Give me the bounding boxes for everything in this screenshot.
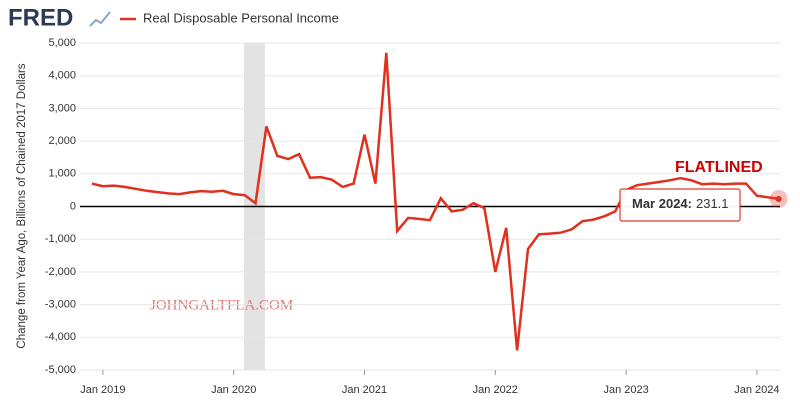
x-tick-label: Jan 2021 [342,384,387,396]
y-tick-label: -4,000 [45,331,76,343]
y-tick-label: 0 [70,200,76,212]
logo: FRED [8,4,73,31]
y-tick-label: 4,000 [48,70,76,82]
x-tick-label: Jan 2023 [603,384,648,396]
y-tick-label: 1,000 [48,168,76,180]
x-tick-label: Jan 2020 [211,384,256,396]
y-tick-label: -3,000 [45,299,76,311]
series-line [91,52,779,351]
watermark: JOHNGALTFLA.COM [150,297,293,313]
x-tick-label: Jan 2022 [473,384,518,396]
tooltip-box [619,188,741,222]
tooltip-date: Mar 2024: [632,196,692,211]
y-tick-label: -1,000 [45,233,76,245]
tooltip-value: 231.1 [696,196,729,211]
x-tick-label: Jan 2024 [734,384,779,396]
tooltip-text: Mar 2024: 231.1 [632,196,729,211]
logo-icon [89,11,111,27]
annotation: FLATLINED [675,159,763,176]
legend-label: Real Disposable Personal Income [143,10,339,25]
y-tick-label: 5,000 [48,37,76,49]
y-axis-label: Change from Year Ago, Billions of Chaine… [16,63,28,348]
y-tick-label: -2,000 [45,266,76,278]
y-tick-label: 3,000 [48,102,76,114]
x-tick-label: Jan 2019 [80,384,125,396]
y-tick-label: -5,000 [45,364,76,376]
hover-point [775,195,782,202]
y-tick-label: 2,000 [48,135,76,147]
